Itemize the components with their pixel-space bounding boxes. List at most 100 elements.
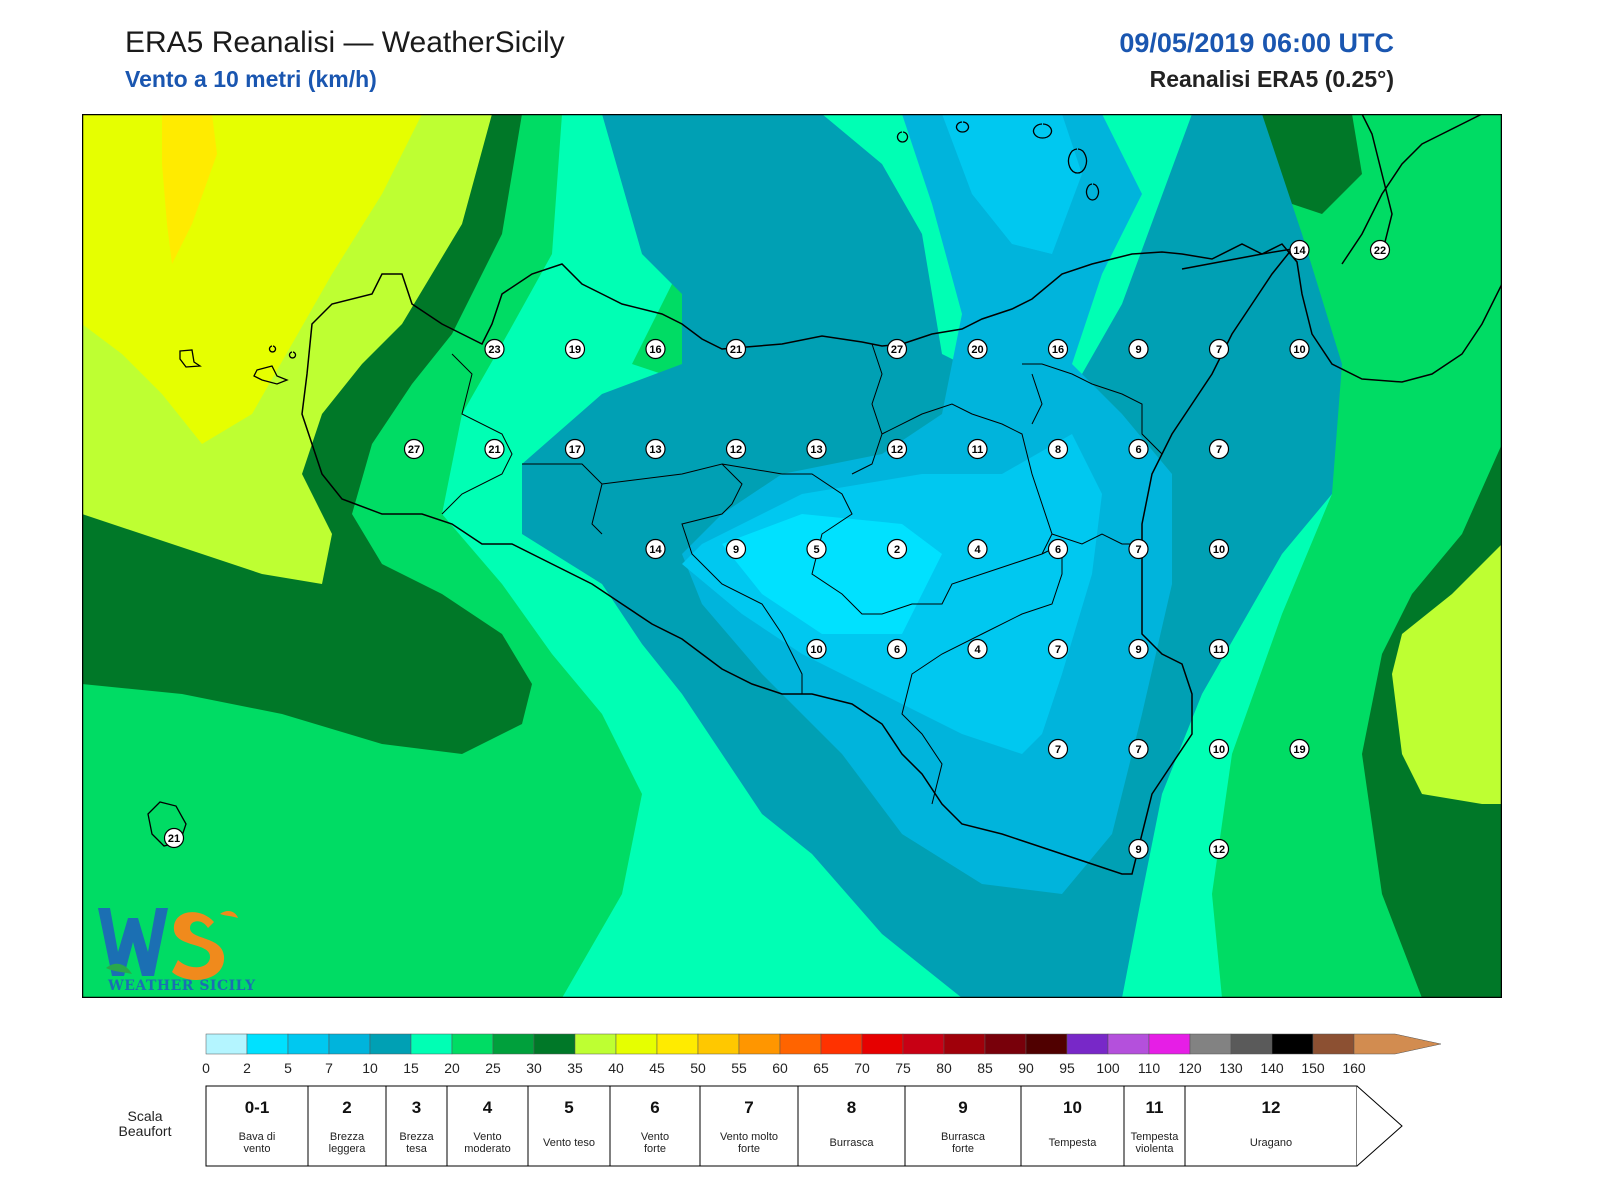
station-value: 12: [730, 444, 742, 456]
station-value: 11: [972, 444, 984, 456]
station-value: 10: [1213, 744, 1225, 756]
colorbar-swatch: [697, 1033, 740, 1055]
station-value: 16: [649, 344, 661, 356]
station-value: 21: [730, 344, 742, 356]
beaufort-label: Scala: [127, 1108, 162, 1124]
colorbar-swatch: [287, 1033, 330, 1055]
aeolian-islands: [896, 121, 1100, 201]
station-value: 10: [810, 644, 822, 656]
station-marker: 10: [1208, 538, 1230, 560]
colorbar-swatch: [205, 1033, 248, 1055]
colorbar-tick-label: 10: [362, 1060, 378, 1076]
colorbar-swatch: [615, 1033, 658, 1055]
colorbar-tick-label: 15: [403, 1060, 419, 1076]
station-marker: 9: [725, 538, 747, 560]
colorbar-tick-label: 50: [690, 1060, 706, 1076]
wind-field-40-45-west: [162, 114, 217, 264]
colorbar-tick-label: 2: [243, 1060, 251, 1076]
colorbar-swatch: [1107, 1033, 1150, 1055]
beaufort-desc: Brezza: [399, 1131, 434, 1143]
station-marker: 7: [1047, 738, 1069, 760]
colorbar-tick-label: 120: [1178, 1060, 1202, 1076]
beaufort-cell: 10 Tempesta: [1020, 1085, 1125, 1167]
station-value: 9: [733, 544, 739, 556]
colorbar-tick-label: 40: [608, 1060, 624, 1076]
beaufort-number: 12: [1262, 1098, 1281, 1117]
station-value: 20: [971, 344, 983, 356]
colorbar-tick-label: 80: [936, 1060, 952, 1076]
station-value: 6: [894, 644, 900, 656]
colorbar-tick-label: 45: [649, 1060, 665, 1076]
beaufort-number: 9: [958, 1098, 967, 1117]
station-value: 14: [649, 544, 662, 556]
colorbar-swatch: [246, 1033, 289, 1055]
colorbar-tick-label: 90: [1018, 1060, 1034, 1076]
station-value: 21: [168, 833, 180, 845]
station-value: 10: [1213, 544, 1225, 556]
station-marker: 14: [645, 538, 666, 560]
colorbar-tick-label: 35: [567, 1060, 583, 1076]
colorbar-swatch: [779, 1033, 822, 1055]
calabria-coastline: [1181, 114, 1502, 383]
station-marker: 12: [886, 438, 908, 460]
beaufort-desc: Burrasca: [941, 1131, 986, 1143]
beaufort-number: 2: [342, 1098, 351, 1117]
beaufort-cell: 5 Vento teso: [527, 1085, 611, 1167]
colorbar-swatch: [902, 1033, 945, 1055]
colorbar-tick-label: 7: [325, 1060, 333, 1076]
station-marker: 10: [1289, 338, 1310, 360]
station-value: 12: [891, 444, 903, 456]
colorbar-tick-label: 75: [895, 1060, 911, 1076]
station-value: 7: [1135, 744, 1141, 756]
beaufort-desc: Burrasca: [829, 1137, 874, 1149]
colorbar-tick-label: 0: [202, 1060, 210, 1076]
station-marker: 7: [1128, 538, 1149, 560]
colorbar-tick-label: 150: [1301, 1060, 1325, 1076]
station-marker: 7: [1128, 738, 1149, 760]
station-value: 9: [1135, 344, 1141, 356]
colorbar-tick-label: 55: [731, 1060, 747, 1076]
station-value: 7: [1055, 644, 1061, 656]
station-marker: 6: [886, 638, 908, 660]
station-value: 27: [891, 344, 903, 356]
station-marker: 6: [1047, 538, 1069, 560]
colorbar-swatch: [984, 1033, 1027, 1055]
colorbar-tick-label: 25: [485, 1060, 501, 1076]
station-marker: 4: [967, 638, 988, 660]
beaufort-number: 4: [483, 1098, 493, 1117]
colorbar-swatch: [1271, 1033, 1314, 1055]
colorbar-tick-label: 20: [444, 1060, 460, 1076]
colorbar-tick-label: 140: [1260, 1060, 1284, 1076]
station-marker: 5: [806, 538, 827, 560]
station-marker: 7: [1208, 438, 1230, 460]
beaufort-desc: forte: [952, 1143, 974, 1155]
station-value: 17: [569, 444, 581, 456]
colorbar-swatch: [369, 1033, 412, 1055]
station-marker: 7: [1208, 338, 1230, 360]
beaufort-desc: Bava di: [239, 1131, 276, 1143]
station-value: 4: [974, 644, 981, 656]
colorbar-swatch: [1230, 1033, 1273, 1055]
station-marker: 12: [725, 438, 747, 460]
station-marker: 9: [1128, 338, 1149, 360]
sicily-coastline: [301, 243, 1294, 875]
beaufort-number: 8: [847, 1098, 856, 1117]
map-subtitle: Vento a 10 metri (km/h): [125, 66, 377, 92]
beaufort-desc: Tempesta: [1049, 1137, 1098, 1149]
station-marker: 11: [1208, 638, 1230, 660]
station-marker: 13: [645, 438, 666, 460]
station-marker: 21: [484, 438, 505, 460]
station-value: 5: [813, 544, 819, 556]
station-value: 27: [408, 444, 420, 456]
station-marker: 21: [725, 338, 747, 360]
station-marker: 20: [967, 338, 988, 360]
beaufort-desc: Vento molto: [720, 1131, 778, 1143]
beaufort-desc: forte: [738, 1143, 760, 1155]
beaufort-desc: moderato: [464, 1143, 510, 1155]
beaufort-desc: Vento: [473, 1131, 501, 1143]
